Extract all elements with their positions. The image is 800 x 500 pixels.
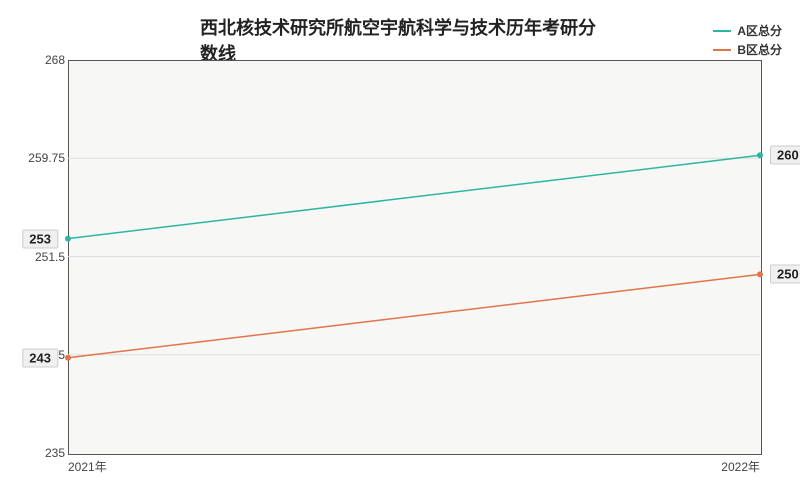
y-tick-label: 235 — [15, 446, 65, 460]
y-tick-label: 243.25 — [15, 348, 65, 362]
legend-item-b: B区总分 — [713, 41, 782, 58]
series-line — [68, 274, 760, 357]
gridlines — [68, 158, 760, 355]
value-callout: 253 — [18, 231, 62, 246]
series-line — [68, 155, 760, 238]
legend-label-a: A区总分 — [737, 22, 782, 39]
data-point — [757, 152, 763, 158]
x-tick-label: 2022年 — [721, 458, 760, 475]
data-point — [65, 355, 71, 361]
legend-swatch-a — [713, 30, 731, 32]
legend-label-b: B区总分 — [737, 41, 782, 58]
legend-item-a: A区总分 — [713, 22, 782, 39]
y-tick-label: 251.5 — [15, 250, 65, 264]
legend: A区总分 B区总分 — [713, 22, 782, 60]
value-callout: 250 — [766, 267, 800, 282]
chart-container: 西北核技术研究所航空宇航科学与技术历年考研分数线 A区总分 B区总分 235 24… — [0, 0, 800, 500]
y-tick-label: 268 — [15, 53, 65, 67]
chart-svg — [68, 60, 760, 453]
legend-swatch-b — [713, 49, 731, 51]
data-point — [65, 236, 71, 242]
y-tick-label: 259.75 — [15, 151, 65, 165]
x-tick-label: 2021年 — [68, 458, 107, 475]
chart-title: 西北核技术研究所航空宇航科学与技术历年考研分数线 — [200, 14, 600, 66]
data-point — [757, 271, 763, 277]
value-callout: 260 — [766, 148, 800, 163]
